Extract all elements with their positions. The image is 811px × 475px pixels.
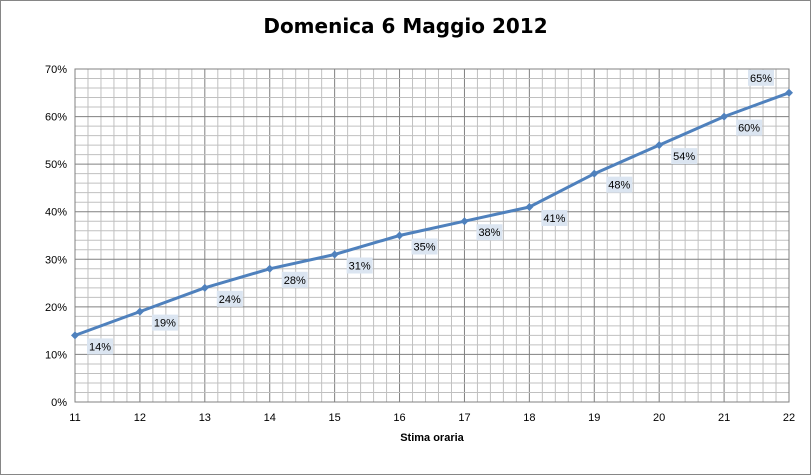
data-label: 60% bbox=[738, 123, 760, 135]
data-point-marker bbox=[265, 264, 274, 273]
y-tick-label: 20% bbox=[45, 302, 67, 314]
data-point-marker bbox=[395, 231, 404, 240]
data-label-box bbox=[151, 314, 178, 331]
x-axis-title: Stima oraria bbox=[400, 432, 464, 444]
x-tick-label: 15 bbox=[329, 412, 341, 424]
data-label: 24% bbox=[219, 294, 241, 306]
data-label-box bbox=[748, 69, 774, 86]
data-point-marker bbox=[460, 217, 469, 226]
y-tick-label: 30% bbox=[45, 254, 67, 266]
x-tick-label: 21 bbox=[718, 412, 730, 424]
x-tick-label: 18 bbox=[523, 412, 535, 424]
data-label-box bbox=[346, 257, 373, 274]
data-labels: 14% 19% 24% 28% 31% 35% 38% 41% 48% 54% 60% 65% bbox=[87, 69, 774, 355]
data-point-marker bbox=[330, 250, 339, 259]
y-tick-label: 10% bbox=[45, 349, 67, 361]
data-label-box bbox=[476, 224, 503, 241]
data-point-marker bbox=[71, 331, 79, 340]
x-tick-label: 17 bbox=[458, 412, 470, 424]
y-tick-label: 60% bbox=[45, 112, 67, 124]
y-tick-label: 0% bbox=[51, 397, 67, 409]
grid bbox=[74, 68, 790, 403]
data-label-box bbox=[87, 338, 113, 355]
series-line-path bbox=[74, 91, 790, 337]
x-tick-label: 16 bbox=[393, 412, 405, 424]
data-label-box bbox=[541, 209, 568, 226]
data-label: 65% bbox=[750, 73, 772, 85]
data-point-marker bbox=[785, 88, 793, 97]
data-label: 41% bbox=[543, 213, 565, 225]
data-label: 14% bbox=[89, 341, 111, 353]
data-label: 28% bbox=[284, 275, 306, 287]
y-tick-label: 70% bbox=[45, 64, 67, 76]
data-label: 35% bbox=[414, 242, 436, 254]
data-point-marker bbox=[720, 112, 729, 121]
y-tick-labels: 0% 10% 20% 30% 40% 50% 60% 70% bbox=[45, 64, 67, 409]
x-tick-label: 19 bbox=[588, 412, 600, 424]
data-label: 48% bbox=[608, 180, 630, 192]
plot-area bbox=[75, 69, 789, 402]
data-label: 31% bbox=[349, 261, 371, 273]
data-label: 54% bbox=[673, 151, 695, 163]
x-tick-label: 12 bbox=[134, 412, 146, 424]
x-tick-labels: 11 12 13 14 15 16 17 18 19 20 21 22 bbox=[69, 412, 795, 424]
data-point-marker bbox=[135, 307, 144, 316]
data-label: 19% bbox=[154, 318, 176, 330]
data-point-marker bbox=[655, 141, 664, 150]
data-label-box bbox=[411, 238, 438, 255]
plot-border bbox=[74, 68, 790, 403]
x-tick-label: 13 bbox=[199, 412, 211, 424]
data-point-marker bbox=[200, 283, 209, 292]
data-label-box bbox=[281, 271, 308, 288]
data-label-box bbox=[671, 148, 698, 165]
x-tick-label: 11 bbox=[69, 412, 80, 424]
x-tick-label: 22 bbox=[783, 412, 795, 424]
x-tick-label: 14 bbox=[264, 412, 276, 424]
data-point-marker bbox=[525, 202, 534, 211]
data-label-box bbox=[736, 119, 763, 136]
y-tick-label: 50% bbox=[45, 159, 67, 171]
chart-title: Domenica 6 Maggio 2012 bbox=[263, 14, 548, 38]
data-point-marker bbox=[590, 169, 599, 178]
data-label-box bbox=[216, 290, 243, 307]
data-label: 38% bbox=[478, 227, 500, 239]
y-tick-label: 40% bbox=[45, 207, 67, 219]
series-line bbox=[71, 88, 793, 340]
x-tick-label: 20 bbox=[653, 412, 665, 424]
data-label-box bbox=[606, 176, 633, 193]
